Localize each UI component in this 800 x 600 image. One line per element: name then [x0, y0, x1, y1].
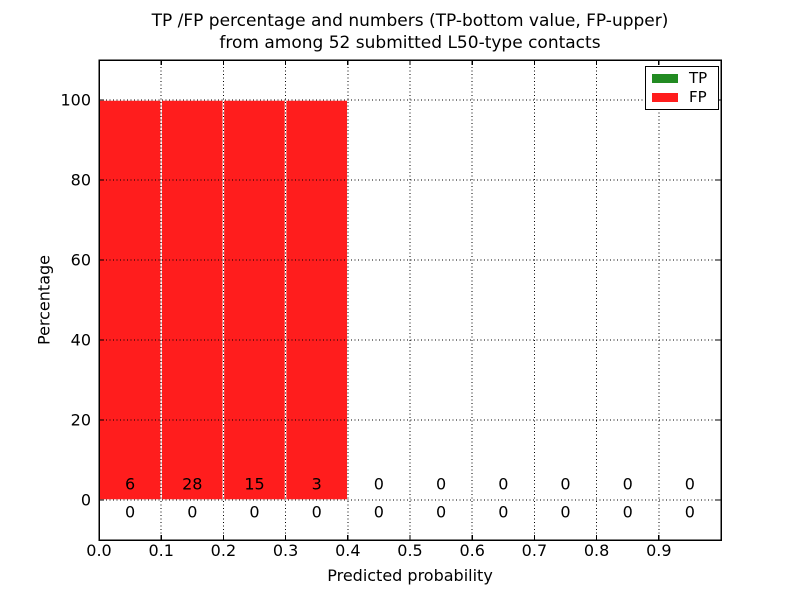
x-tick-label: 0.8 — [584, 541, 609, 560]
y-tick-label: 20 — [71, 411, 91, 430]
tp-count-annotation: 0 — [312, 503, 322, 522]
tp-count-annotation: 0 — [187, 503, 197, 522]
fp-count-annotation: 0 — [374, 475, 384, 494]
legend: TP FP — [645, 66, 719, 110]
y-tick-label: 80 — [71, 171, 91, 190]
x-tick-label: 0.4 — [335, 541, 360, 560]
tp-count-annotation: 0 — [560, 503, 570, 522]
tp-count-annotation: 0 — [125, 503, 135, 522]
fp-swatch-icon — [652, 93, 678, 102]
y-axis-label: Percentage — [34, 254, 54, 346]
axes — [98, 59, 722, 541]
tp-count-annotation: 0 — [685, 503, 695, 522]
fp-count-annotation: 6 — [125, 475, 135, 494]
x-tick-label: 0.1 — [148, 541, 173, 560]
y-tick-label: 60 — [71, 251, 91, 270]
chart-title-line2: from among 52 submitted L50-type contact… — [219, 33, 601, 53]
y-tick-label: 0 — [81, 491, 91, 510]
tp-count-annotation: 0 — [623, 503, 633, 522]
legend-label-tp: TP — [689, 69, 708, 87]
fp-count-annotation: 3 — [312, 475, 322, 494]
tp-count-annotation: 0 — [374, 503, 384, 522]
x-tick-label: 0.6 — [459, 541, 484, 560]
y-tick-label: 100 — [60, 91, 91, 110]
fp-count-annotation: 0 — [436, 475, 446, 494]
tp-count-annotation: 0 — [436, 503, 446, 522]
legend-row-tp: TP — [646, 71, 718, 86]
fp-count-annotation: 0 — [498, 475, 508, 494]
fp-count-annotation: 0 — [685, 475, 695, 494]
legend-label-fp: FP — [689, 88, 707, 106]
x-tick-label: 0.5 — [397, 541, 422, 560]
tp-count-annotation: 0 — [249, 503, 259, 522]
fp-count-annotation: 0 — [623, 475, 633, 494]
fp-count-annotation: 15 — [244, 475, 264, 494]
y-tick-label: 40 — [71, 331, 91, 350]
chart-title: TP /FP percentage and numbers (TP-bottom… — [99, 10, 721, 54]
tick-labels-and-annotations: 0.0 0.1 0.2 0.3 0.4 0.5 0.6 0.7 0.8 0.90204060801… — [60, 91, 695, 561]
x-tick-label: 0.9 — [646, 541, 671, 560]
chart-title-line1: TP /FP percentage and numbers (TP-bottom… — [151, 11, 669, 31]
legend-row-fp: FP — [646, 90, 718, 105]
fp-count-annotation: 28 — [182, 475, 202, 494]
x-tick-label: 0.3 — [273, 541, 298, 560]
fp-count-annotation: 0 — [560, 475, 570, 494]
x-tick-label: 0.7 — [522, 541, 547, 560]
x-tick-label: 0.0 — [86, 541, 111, 560]
x-tick-label: 0.2 — [211, 541, 236, 560]
gridlines — [99, 60, 721, 540]
tp-count-annotation: 0 — [498, 503, 508, 522]
bars-fp — [98, 99, 349, 501]
x-axis-label: Predicted probability — [327, 566, 493, 585]
tp-swatch-icon — [652, 74, 678, 83]
